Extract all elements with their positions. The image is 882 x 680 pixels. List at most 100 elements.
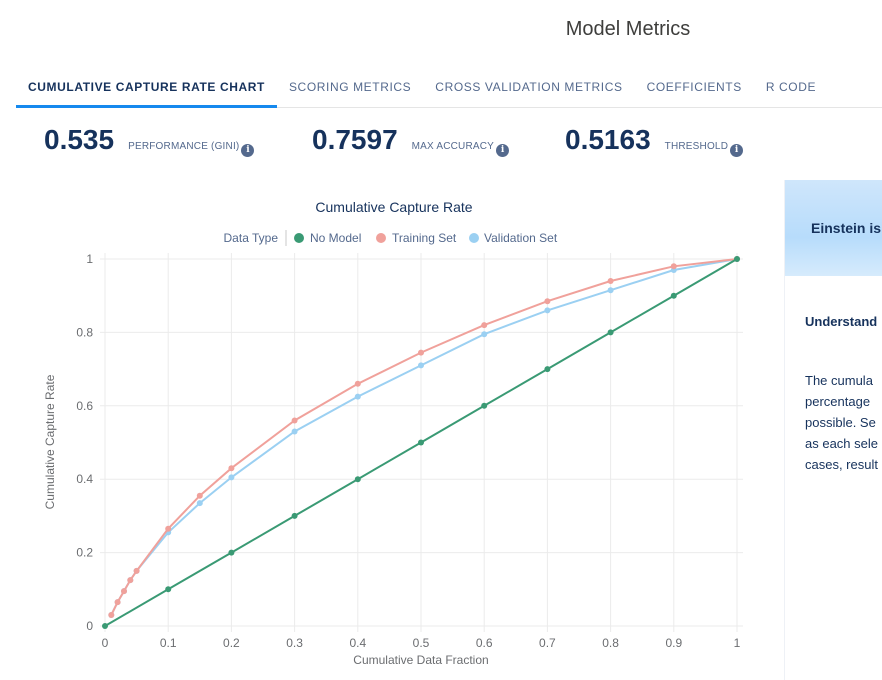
data-point-validation-set[interactable]	[196, 500, 203, 507]
y-tick-label: 0	[86, 619, 93, 633]
tab-scoring-metrics[interactable]: SCORING METRICS	[288, 79, 412, 94]
chart-title: Cumulative Capture Rate	[315, 199, 472, 215]
x-tick-label: 0.9	[665, 636, 682, 650]
data-point-validation-set[interactable]	[291, 428, 298, 435]
data-point-no-model[interactable]	[228, 549, 235, 556]
data-point-validation-set[interactable]	[481, 331, 488, 338]
y-tick-label: 0.4	[76, 472, 93, 486]
data-point-training-set[interactable]	[607, 278, 614, 284]
data-point-no-model[interactable]	[165, 586, 172, 593]
page-title: Model Metrics	[565, 18, 691, 40]
info-icon[interactable]: i	[241, 144, 255, 157]
data-point-no-model[interactable]	[607, 329, 614, 336]
chart-series	[102, 256, 740, 629]
x-tick-label: 0.3	[286, 636, 303, 650]
series-validation-set	[108, 256, 740, 618]
x-tick-label: 0.7	[539, 636, 556, 650]
chart-legend: Data Type No Model Training Set Validati…	[224, 230, 558, 246]
legend-label-no-model[interactable]: No Model	[310, 231, 361, 245]
x-tick-label: 0.2	[223, 636, 240, 650]
metric-value: 0.5163	[565, 124, 651, 155]
legend-marker-validation-set[interactable]	[469, 233, 479, 243]
data-point-validation-set[interactable]	[544, 307, 551, 314]
y-tick-label: 0.2	[76, 546, 93, 560]
data-point-training-set[interactable]	[418, 349, 424, 356]
side-paragraph-line: The cumula	[805, 373, 873, 388]
chart-grid	[100, 253, 743, 632]
data-point-training-set[interactable]	[108, 612, 115, 618]
legend-marker-training-set[interactable]	[376, 233, 386, 243]
data-point-training-set[interactable]	[481, 322, 488, 329]
side-panel: Einstein is Understand The cumula percen…	[784, 180, 882, 680]
data-point-training-set[interactable]	[165, 525, 172, 532]
series-training-set	[108, 256, 740, 618]
series-no-model	[102, 256, 740, 629]
data-point-no-model[interactable]	[291, 512, 298, 519]
data-point-training-set[interactable]	[196, 492, 203, 499]
data-point-no-model[interactable]	[418, 439, 424, 446]
metric-label: MAX ACCURACY	[411, 141, 495, 152]
series-line-training-set	[110, 258, 738, 616]
data-point-no-model[interactable]	[481, 402, 488, 409]
data-point-training-set[interactable]	[228, 465, 235, 472]
metric-value: 0.535	[44, 124, 115, 155]
tab-bar: CUMULATIVE CAPTURE RATE CHART SCORING ME…	[16, 68, 882, 108]
chart-axes: 0 0.1 0.2 0.3 0.4 0.5 0.6 0.7 0.8 0.9 1 0 0.2 0.4 0.6 0…	[76, 252, 740, 650]
data-point-training-set[interactable]	[121, 588, 127, 595]
tab-r-code[interactable]: R CODE	[765, 79, 817, 94]
metric-threshold: 0.5163 THRESHOLD i	[565, 124, 744, 157]
side-paragraph-line: percentage	[805, 394, 871, 409]
data-point-no-model[interactable]	[102, 623, 108, 629]
data-point-validation-set[interactable]	[607, 287, 614, 294]
info-icon[interactable]: i	[730, 144, 744, 157]
y-tick-label: 0.6	[76, 399, 93, 413]
y-axis-label: Cumulative Capture Rate	[43, 374, 57, 509]
data-point-training-set[interactable]	[133, 567, 140, 574]
tab-coefficients[interactable]: COEFFICIENTS	[646, 79, 742, 94]
data-point-validation-set[interactable]	[418, 362, 424, 369]
data-point-training-set[interactable]	[670, 263, 677, 270]
einstein-banner: Einstein is	[785, 180, 882, 276]
x-axis-label: Cumulative Data Fraction	[353, 653, 488, 667]
side-paragraph-line: as each sele	[805, 436, 878, 451]
data-point-training-set[interactable]	[291, 417, 298, 424]
legend-marker-no-model[interactable]	[294, 233, 304, 243]
metric-gini: 0.535 PERFORMANCE (GINI) i	[44, 124, 255, 157]
x-tick-label: 0.8	[602, 636, 619, 650]
data-point-validation-set[interactable]	[228, 474, 235, 481]
data-point-no-model[interactable]	[354, 476, 361, 483]
side-paragraph: The cumula percentage possible. Se as ea…	[805, 370, 882, 475]
metric-value: 0.7597	[312, 124, 398, 155]
data-point-no-model[interactable]	[670, 292, 677, 299]
data-point-training-set[interactable]	[114, 599, 121, 606]
x-tick-label: 1	[734, 636, 741, 650]
legend-label-validation-set[interactable]: Validation Set	[484, 231, 558, 245]
side-paragraph-line: cases, result	[805, 457, 878, 472]
y-tick-label: 1	[86, 252, 93, 266]
data-point-validation-set[interactable]	[354, 393, 361, 400]
tab-cross-validation-metrics[interactable]: CROSS VALIDATION METRICS	[435, 79, 623, 94]
data-point-training-set[interactable]	[127, 577, 134, 584]
x-tick-label: 0.5	[413, 636, 430, 650]
y-tick-label: 0.8	[76, 325, 93, 339]
x-tick-label: 0.4	[349, 636, 366, 650]
banner-text: Einstein is	[811, 220, 882, 236]
metric-label: PERFORMANCE (GINI)	[128, 141, 240, 152]
legend-label-training-set[interactable]: Training Set	[392, 231, 457, 245]
data-point-no-model[interactable]	[734, 256, 740, 262]
metric-label: THRESHOLD	[664, 141, 729, 152]
side-heading: Understand	[805, 314, 878, 329]
data-point-no-model[interactable]	[544, 366, 551, 373]
metric-max-accuracy: 0.7597 MAX ACCURACY i	[312, 124, 510, 157]
chart-svg: Cumulative Capture Rate Data Type No Mod…	[43, 199, 743, 667]
tab-cumulative-capture-rate-chart[interactable]: CUMULATIVE CAPTURE RATE CHART	[16, 68, 277, 108]
side-paragraph-line: possible. Se	[805, 415, 876, 430]
info-icon[interactable]: i	[496, 144, 510, 157]
x-tick-label: 0.1	[160, 636, 177, 650]
data-point-training-set[interactable]	[544, 298, 551, 305]
x-tick-label: 0.6	[476, 636, 493, 650]
cumulative-capture-rate-chart: Cumulative Capture Rate Data Type No Mod…	[0, 180, 770, 680]
legend-title: Data Type	[224, 231, 279, 245]
data-point-training-set[interactable]	[354, 380, 361, 387]
x-tick-label: 0	[102, 636, 109, 650]
